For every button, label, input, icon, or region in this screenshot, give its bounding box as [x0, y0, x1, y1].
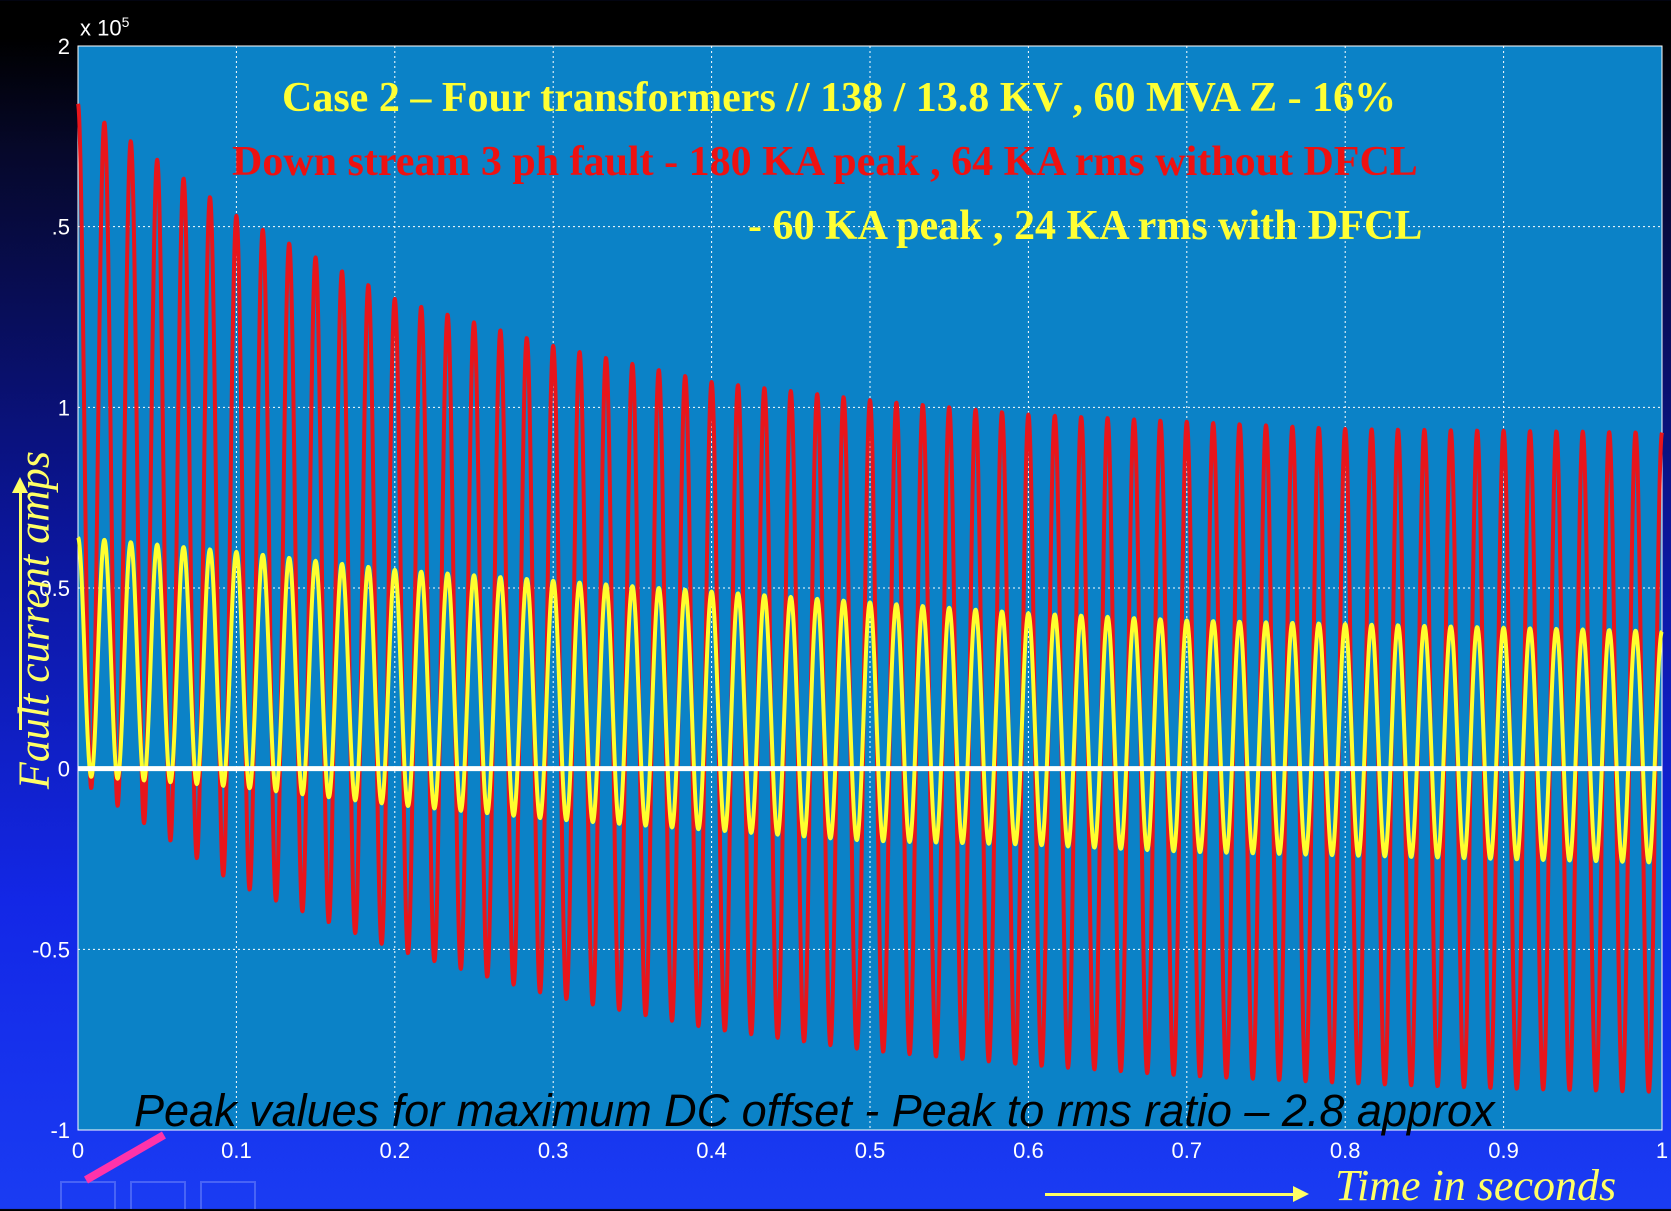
y-tick-label: -1 — [50, 1118, 70, 1143]
tick-labels: 0 0.1 0.2 0.3 0.4 0.5 0.6 0.7 0.8 0.9 1 -1 -0.5 0 0.5 1… — [32, 34, 1668, 1163]
x-tick-label: 1 — [1656, 1138, 1668, 1163]
x-tick-label: 0.5 — [855, 1138, 886, 1163]
x-tick-label: 0.9 — [1488, 1138, 1519, 1163]
x-tick-label: 0 — [72, 1138, 84, 1163]
y-axis-arrow-icon — [12, 477, 28, 730]
x-tick-label: 0.2 — [380, 1138, 411, 1163]
x-tick-label: 0.6 — [1013, 1138, 1044, 1163]
x-tick-label: 0.8 — [1330, 1138, 1361, 1163]
x-tick-label: 0.3 — [538, 1138, 569, 1163]
x-tick-label: 0.1 — [221, 1138, 252, 1163]
y-tick-label: 0 — [58, 757, 70, 782]
header-line-1: Case 2 – Four transformers // 138 / 13.8… — [282, 75, 1397, 121]
header-line-3: - 60 KA peak , 24 KA rms with DFCL — [748, 203, 1423, 249]
y-tick-label: .5 — [52, 215, 70, 240]
series-line-1 — [76, 103, 1664, 1094]
x-axis-arrow-icon — [1045, 1186, 1309, 1202]
axis-scale-factor: x 105 — [80, 14, 129, 41]
x-tick-label: 0.7 — [1172, 1138, 1203, 1163]
x-axis-label: Time in seconds — [1335, 1161, 1617, 1210]
y-tick-label: -0.5 — [32, 937, 70, 962]
series-layer — [76, 103, 1664, 1094]
header-line-2: Down stream 3 ph fault - 180 KA peak , 6… — [232, 139, 1418, 185]
peak-note: Peak values for maximum DC offset - Peak… — [134, 1085, 1495, 1136]
y-axis-label: Fault current amps — [9, 450, 59, 790]
axis-scale-base: x 10 — [80, 15, 122, 41]
x-tick-label: 0.4 — [696, 1138, 727, 1163]
y-tick-label: 2 — [58, 34, 70, 59]
plot-frame — [77, 45, 1663, 1131]
series-line-2 — [76, 535, 1664, 865]
y-tick-label: 1 — [58, 395, 70, 420]
y-tick-label: 0.5 — [39, 576, 70, 601]
watermark-logo — [0, 1160, 330, 1209]
axis-scale-exponent: 5 — [121, 14, 130, 30]
